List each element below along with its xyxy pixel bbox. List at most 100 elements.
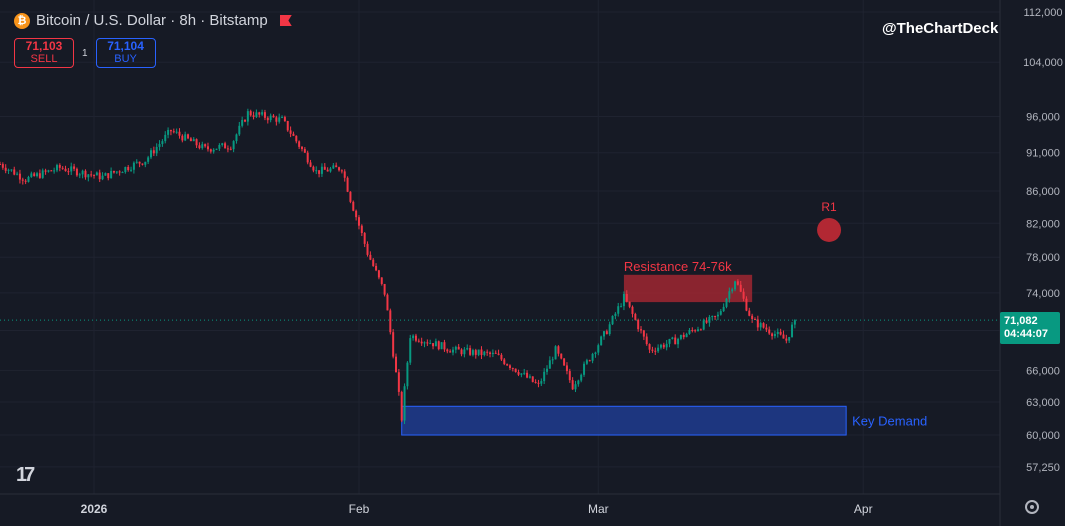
- candle-body: [232, 141, 235, 150]
- candle-body: [283, 117, 286, 122]
- candle-body: [309, 162, 312, 167]
- sell-button[interactable]: 71,103 SELL: [14, 38, 74, 68]
- current-price-value: 71,082: [1004, 315, 1038, 328]
- candle-body: [158, 144, 161, 147]
- candle-body: [249, 111, 252, 116]
- candle-body: [591, 353, 594, 361]
- candle-body: [58, 165, 61, 168]
- candle-body: [677, 338, 680, 345]
- candle-body: [149, 150, 152, 158]
- candle-body: [164, 134, 167, 142]
- candle-body: [332, 165, 335, 169]
- candle-body: [705, 320, 708, 323]
- candle-body: [218, 144, 221, 149]
- candle-body: [278, 117, 281, 122]
- buy-button[interactable]: 71,104 BUY: [95, 38, 156, 68]
- candle-body: [602, 331, 605, 337]
- candle-body: [708, 316, 711, 323]
- resistance-zone-label: Resistance 74-76k: [624, 259, 732, 274]
- candle-body: [637, 319, 640, 330]
- candle-body: [33, 173, 36, 177]
- tradingview-logo[interactable]: 17: [16, 464, 35, 486]
- candle-body: [674, 337, 677, 345]
- candle-body: [406, 362, 409, 387]
- candle-body: [343, 171, 346, 178]
- candle-body: [306, 152, 309, 163]
- candle-body: [135, 161, 138, 163]
- candle-body: [349, 191, 352, 202]
- flag-icon[interactable]: [279, 15, 292, 26]
- candle-body: [785, 338, 788, 341]
- candle-body: [466, 348, 469, 350]
- candle-body: [608, 324, 611, 335]
- resistance-zone[interactable]: [623, 274, 753, 303]
- candle-body: [13, 169, 16, 175]
- candle-body: [403, 386, 406, 421]
- candle-body: [662, 344, 665, 348]
- candle-body: [147, 157, 150, 162]
- candle-body: [181, 135, 184, 141]
- candle-body: [753, 319, 756, 321]
- candle-body: [554, 346, 557, 360]
- candle-body: [620, 306, 623, 308]
- candle-body: [500, 354, 503, 360]
- sell-label: SELL: [30, 53, 58, 65]
- candle-body: [101, 175, 104, 180]
- candle-body: [668, 338, 671, 344]
- candle-body: [360, 225, 363, 234]
- candle-body: [511, 368, 514, 370]
- candle-body: [229, 148, 232, 150]
- candle-body: [483, 351, 486, 356]
- candle-body: [115, 171, 118, 173]
- candle-body: [585, 360, 588, 364]
- candle-body: [605, 331, 608, 335]
- candle-body: [320, 166, 323, 174]
- candle-body: [112, 170, 115, 173]
- candle-body: [130, 169, 133, 171]
- candle-body: [423, 342, 426, 344]
- candle-body: [426, 342, 429, 344]
- candle-body: [711, 315, 714, 317]
- r1-marker[interactable]: [817, 217, 842, 242]
- y-tick-label: 86,000: [1026, 186, 1060, 198]
- candle-body: [175, 131, 178, 133]
- candle-body: [221, 143, 224, 145]
- candle-body: [691, 329, 694, 331]
- candle-body: [107, 173, 110, 179]
- candle-body: [688, 329, 691, 334]
- buy-label: BUY: [114, 53, 137, 65]
- x-axis-ticks: 2026 Feb Mar Apr: [81, 502, 873, 516]
- candle-body: [563, 358, 566, 366]
- candle-body: [588, 360, 591, 362]
- gear-icon[interactable]: [1025, 500, 1039, 514]
- candle-body: [765, 327, 768, 330]
- x-tick-label: Mar: [588, 502, 609, 516]
- candle-body: [497, 353, 500, 355]
- y-axis-ticks: 112,000 104,000 96,000 91,000 86,000 82,000 78…: [1023, 7, 1063, 474]
- candle-body: [36, 173, 39, 177]
- candle-body: [241, 119, 244, 126]
- candle-body: [235, 134, 238, 142]
- candle-body: [275, 117, 278, 122]
- candle-body: [400, 391, 403, 421]
- candle-body: [244, 119, 247, 122]
- candle-body: [152, 150, 155, 154]
- candle-body: [47, 170, 50, 172]
- candle-body: [540, 381, 543, 384]
- x-tick-label: 2026: [81, 502, 108, 516]
- candle-body: [335, 165, 338, 168]
- candle-body: [127, 166, 130, 171]
- candle-body: [323, 166, 326, 170]
- candle-body: [648, 344, 651, 350]
- candle-body: [110, 170, 113, 179]
- demand-zone[interactable]: [401, 405, 847, 436]
- candle-body: [742, 291, 745, 299]
- grid: [0, 0, 1000, 494]
- spread-value: 1: [82, 47, 88, 59]
- symbol-title[interactable]: Bitcoin / U.S. Dollar · 8h · Bitstamp: [36, 12, 268, 29]
- candle-body: [27, 176, 30, 182]
- candle-body: [577, 380, 580, 385]
- candle-body: [121, 172, 124, 174]
- candle-body: [84, 170, 87, 178]
